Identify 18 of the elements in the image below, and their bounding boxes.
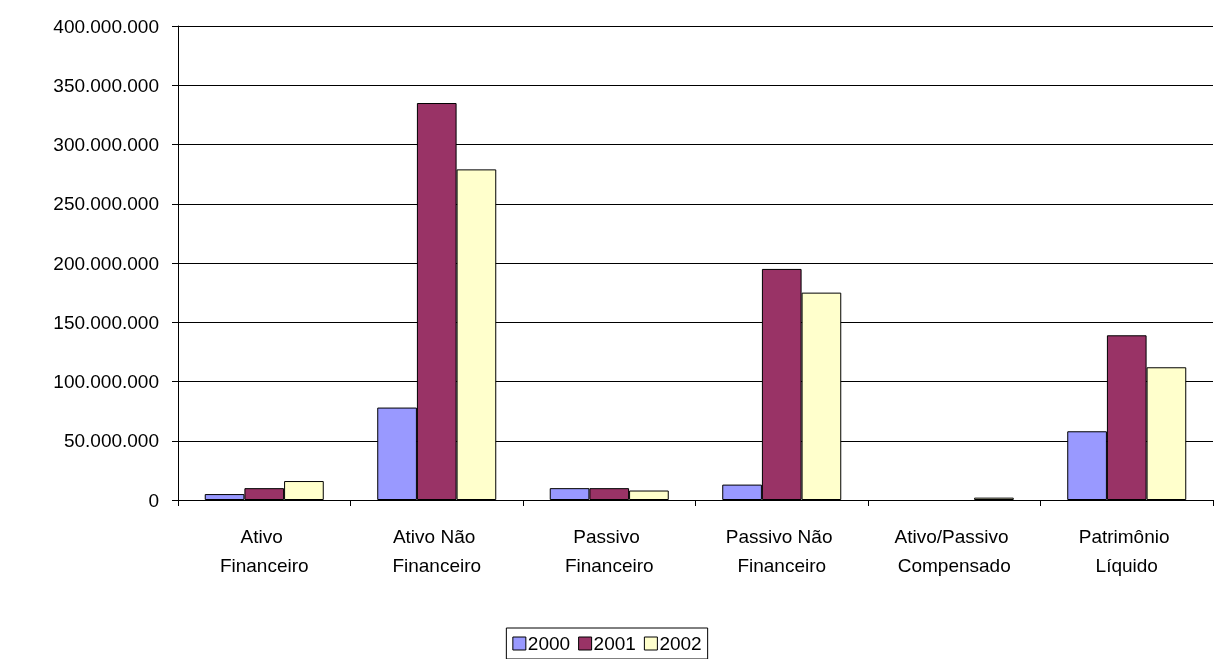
y-tick-label: 50.000.000 (63, 430, 159, 452)
x-tick-label: Ativo Financeiro (219, 526, 309, 576)
y-tick-label: 300.000.000 (53, 134, 159, 155)
y-tick-label: 400.000.000 (53, 15, 159, 37)
x-tick-label: Ativo/Passivo Compensado (894, 526, 1014, 576)
y-tick-label: 350.000.000 (53, 74, 159, 96)
x-tick-label: Passivo Não Financeiro (725, 526, 838, 576)
x-tick-label: Passivo Financeiro (564, 526, 654, 576)
y-tick-label: 100.000.000 (53, 371, 159, 392)
x-tick-label: Ativo Não Financeiro (392, 526, 482, 576)
legend-label: 2001 (593, 633, 636, 654)
y-tick-label: 150.000.000 (53, 311, 159, 333)
y-tick-label: 0 (148, 489, 159, 511)
y-tick-label: 250.000.000 (53, 193, 159, 215)
legend-label: 2000 (527, 633, 571, 654)
legend-label: 2002 (659, 633, 702, 654)
x-tick-label: Patrimônio Líquido (1078, 526, 1175, 576)
y-tick-label: 200.000.000 (53, 252, 159, 274)
